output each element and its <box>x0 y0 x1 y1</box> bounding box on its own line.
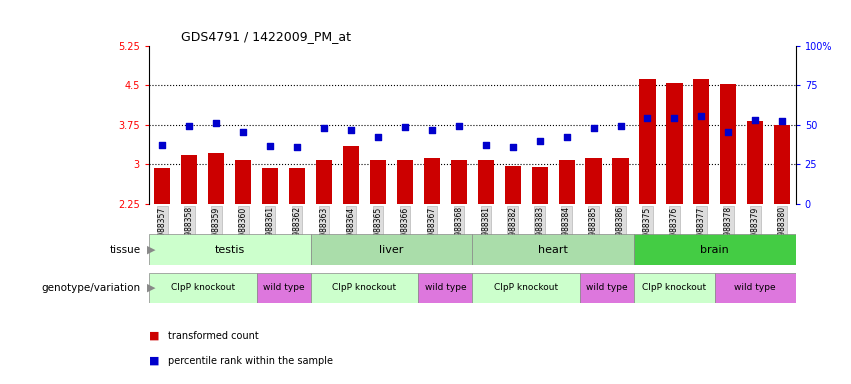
Text: wild type: wild type <box>734 283 776 293</box>
Point <box>560 134 574 140</box>
Point <box>775 118 789 124</box>
Point <box>290 144 304 151</box>
Text: ▶: ▶ <box>147 283 156 293</box>
Point <box>209 120 223 126</box>
Bar <box>585 158 602 204</box>
Text: GDS4791 / 1422009_PM_at: GDS4791 / 1422009_PM_at <box>181 30 351 43</box>
Point <box>156 142 169 148</box>
Bar <box>666 83 683 204</box>
Point <box>694 113 708 119</box>
Bar <box>208 152 225 204</box>
Text: ClpP knockout: ClpP knockout <box>494 283 558 293</box>
Text: ClpP knockout: ClpP knockout <box>171 283 235 293</box>
Bar <box>149 234 311 265</box>
Bar <box>472 234 634 265</box>
Bar <box>154 168 170 204</box>
Bar <box>289 168 306 204</box>
Text: ClpP knockout: ClpP knockout <box>643 283 706 293</box>
Text: brain: brain <box>700 245 729 255</box>
Point <box>505 144 519 151</box>
Point <box>398 124 412 131</box>
Text: wild type: wild type <box>263 283 305 293</box>
Bar <box>558 161 574 204</box>
Text: heart: heart <box>538 245 568 255</box>
Bar <box>343 146 359 204</box>
Point <box>452 123 465 129</box>
Bar <box>235 161 251 204</box>
Bar <box>634 273 715 303</box>
Point <box>425 127 439 133</box>
Bar <box>720 84 736 204</box>
Point <box>533 137 546 144</box>
Bar <box>370 161 386 204</box>
Bar <box>694 79 710 204</box>
Point <box>722 129 735 135</box>
Point <box>371 134 385 140</box>
Text: testis: testis <box>214 245 245 255</box>
Bar <box>747 121 763 204</box>
Text: ■: ■ <box>149 356 159 366</box>
Text: ■: ■ <box>149 331 159 341</box>
Bar <box>639 79 655 204</box>
Bar <box>477 161 494 204</box>
Point <box>317 126 331 132</box>
Text: wild type: wild type <box>425 283 466 293</box>
Bar <box>613 158 629 204</box>
Point <box>237 129 250 135</box>
Bar <box>532 167 548 204</box>
Bar <box>634 234 796 265</box>
Text: genotype/variation: genotype/variation <box>42 283 140 293</box>
Point <box>344 127 358 133</box>
Point <box>479 142 493 148</box>
Bar <box>472 273 580 303</box>
Text: ▶: ▶ <box>147 245 156 255</box>
Bar <box>316 161 332 204</box>
Bar <box>715 273 796 303</box>
Bar <box>451 161 467 204</box>
Bar <box>262 168 278 204</box>
Text: ClpP knockout: ClpP knockout <box>333 283 397 293</box>
Text: wild type: wild type <box>586 283 628 293</box>
Bar <box>774 125 791 204</box>
Bar <box>397 161 413 204</box>
Bar <box>257 273 311 303</box>
Text: transformed count: transformed count <box>168 331 259 341</box>
Point <box>667 115 681 121</box>
Point <box>614 123 627 129</box>
Bar <box>580 273 634 303</box>
Bar <box>311 234 472 265</box>
Bar <box>419 273 472 303</box>
Point <box>749 116 762 122</box>
Point <box>587 126 601 132</box>
Point <box>182 123 196 129</box>
Bar <box>505 166 521 204</box>
Point <box>641 115 654 121</box>
Bar <box>149 273 257 303</box>
Bar <box>311 273 419 303</box>
Text: tissue: tissue <box>109 245 140 255</box>
Point <box>264 143 277 149</box>
Bar <box>181 155 197 204</box>
Bar <box>424 158 440 204</box>
Text: percentile rank within the sample: percentile rank within the sample <box>168 356 333 366</box>
Text: liver: liver <box>380 245 403 255</box>
